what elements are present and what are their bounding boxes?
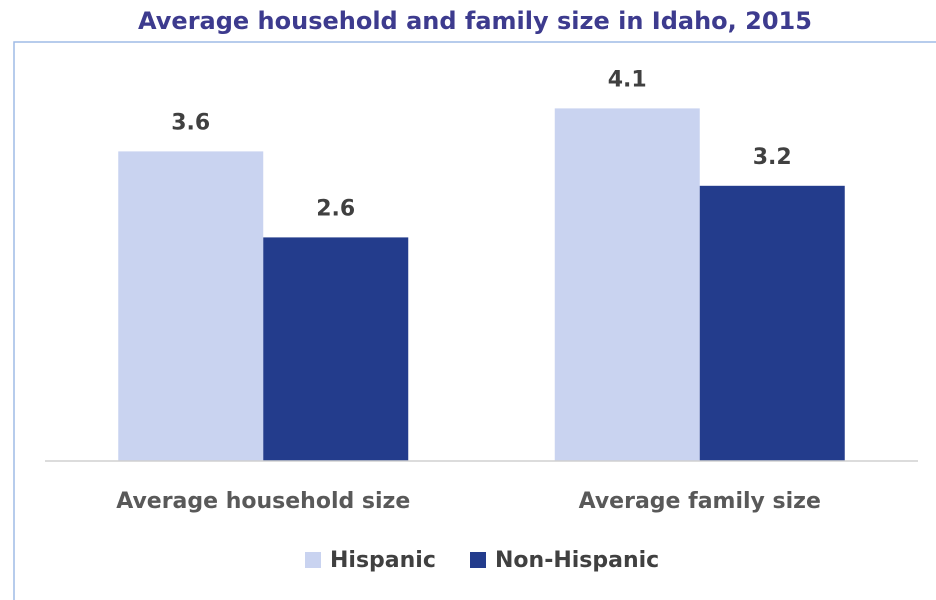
- data-label: 2.6: [316, 196, 355, 221]
- data-label: 4.1: [608, 67, 647, 92]
- data-label: 3.6: [171, 110, 210, 135]
- data-label: 3.2: [753, 145, 792, 170]
- x-tick-label: Average family size: [579, 489, 821, 514]
- legend-swatch: [470, 552, 486, 568]
- chart-frame: [13, 41, 936, 600]
- chart-title: Average household and family size in Ida…: [138, 7, 812, 35]
- bar: [699, 185, 845, 462]
- legend-label: Hispanic: [330, 548, 436, 573]
- bar: [554, 108, 700, 462]
- bar: [263, 237, 409, 461]
- x-tick-label: Average household size: [116, 489, 410, 514]
- legend-label: Non-Hispanic: [495, 548, 659, 573]
- legend-swatch: [305, 552, 321, 568]
- bar: [118, 151, 264, 461]
